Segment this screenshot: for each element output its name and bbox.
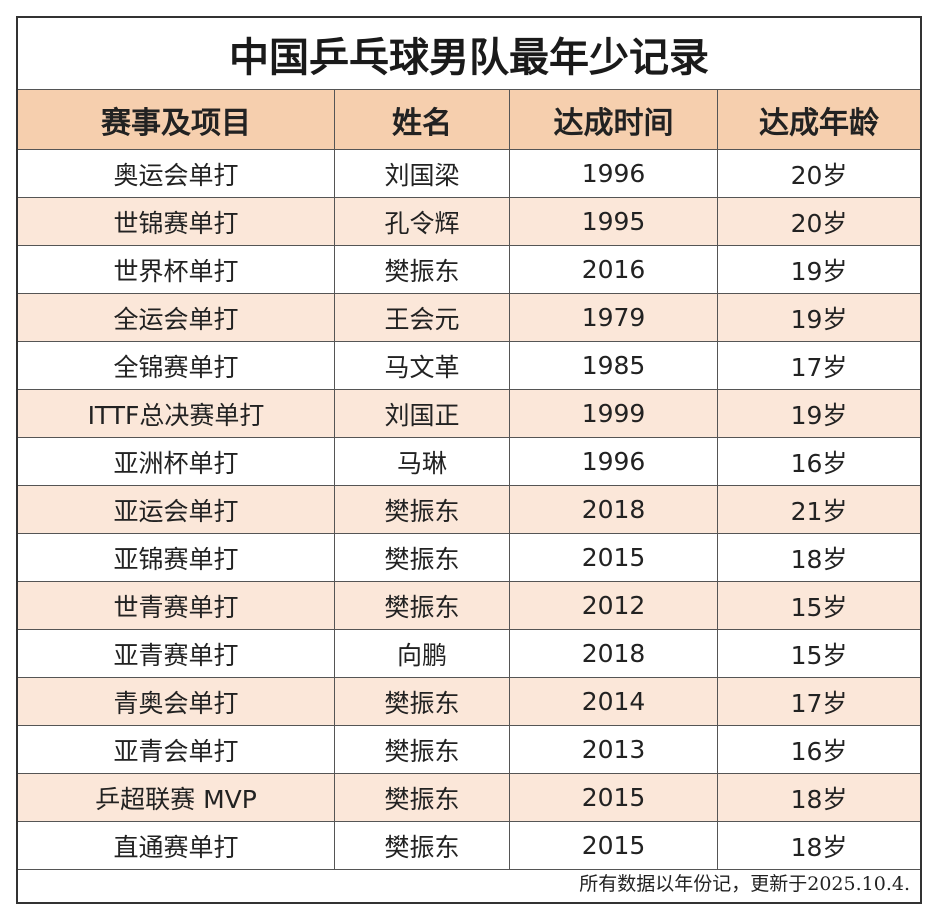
header-cell: 姓名 <box>335 90 510 150</box>
table-cell: 亚锦赛单打 <box>18 534 335 582</box>
table-cell: 樊振东 <box>335 246 510 294</box>
table-cell: 2012 <box>510 582 718 630</box>
table-cell: 向鹏 <box>335 630 510 678</box>
table-cell: 2015 <box>510 534 718 582</box>
table-cell: 19岁 <box>718 246 920 294</box>
table-cell: 16岁 <box>718 726 920 774</box>
table-cell: 樊振东 <box>335 534 510 582</box>
table-cell: 刘国梁 <box>335 150 510 198</box>
table-cell: ITTF总决赛单打 <box>18 390 335 438</box>
table-cell: 2013 <box>510 726 718 774</box>
table-cell: 1996 <box>510 150 718 198</box>
table-cell: 世锦赛单打 <box>18 198 335 246</box>
header-cell: 达成时间 <box>510 90 718 150</box>
table-title: 中国乒乓球男队最年少记录 <box>18 18 920 90</box>
table-cell: 奥运会单打 <box>18 150 335 198</box>
table-cell: 直通赛单打 <box>18 822 335 870</box>
table-cell: 亚青赛单打 <box>18 630 335 678</box>
table-cell: 2018 <box>510 486 718 534</box>
table-cell: 樊振东 <box>335 774 510 822</box>
table-cell: 1995 <box>510 198 718 246</box>
table-cell: 刘国正 <box>335 390 510 438</box>
table-cell: 世界杯单打 <box>18 246 335 294</box>
table-cell: 樊振东 <box>335 582 510 630</box>
table-cell: 17岁 <box>718 342 920 390</box>
table-cell: 亚运会单打 <box>18 486 335 534</box>
table-cell: 21岁 <box>718 486 920 534</box>
table-cell: 世青赛单打 <box>18 582 335 630</box>
table-cell: 19岁 <box>718 390 920 438</box>
table-cell: 1979 <box>510 294 718 342</box>
table-cell: 樊振东 <box>335 486 510 534</box>
table-cell: 亚青会单打 <box>18 726 335 774</box>
table-cell: 20岁 <box>718 150 920 198</box>
table-cell: 15岁 <box>718 582 920 630</box>
table-cell: 2015 <box>510 774 718 822</box>
table-cell: 1996 <box>510 438 718 486</box>
table-cell: 17岁 <box>718 678 920 726</box>
table-cell: 1985 <box>510 342 718 390</box>
table-cell: 2015 <box>510 822 718 870</box>
header-cell: 赛事及项目 <box>18 90 335 150</box>
table-cell: 樊振东 <box>335 726 510 774</box>
table-cell: 马文革 <box>335 342 510 390</box>
table-cell: 马琳 <box>335 438 510 486</box>
table-cell: 2016 <box>510 246 718 294</box>
table-cell: 18岁 <box>718 774 920 822</box>
table-cell: 19岁 <box>718 294 920 342</box>
table-cell: 15岁 <box>718 630 920 678</box>
table-cell: 青奥会单打 <box>18 678 335 726</box>
table-cell: 樊振东 <box>335 822 510 870</box>
table-cell: 孔令辉 <box>335 198 510 246</box>
table-cell: 全锦赛单打 <box>18 342 335 390</box>
table-cell: 王会元 <box>335 294 510 342</box>
table-cell: 2018 <box>510 630 718 678</box>
table-cell: 20岁 <box>718 198 920 246</box>
table-cell: 樊振东 <box>335 678 510 726</box>
table-cell: 18岁 <box>718 534 920 582</box>
footnote: 所有数据以年份记，更新于2025.10.4. <box>579 873 910 895</box>
table-cell: 亚洲杯单打 <box>18 438 335 486</box>
table-cell: 16岁 <box>718 438 920 486</box>
table-cell: 2014 <box>510 678 718 726</box>
table-cell: 1999 <box>510 390 718 438</box>
table-frame: 中国乒乓球男队最年少记录 所有数据以年份记，更新于2025.10.4. 赛事及项… <box>16 16 922 904</box>
table-cell: 全运会单打 <box>18 294 335 342</box>
header-cell: 达成年龄 <box>718 90 920 150</box>
table-cell: 乒超联赛 MVP <box>18 774 335 822</box>
table-cell: 18岁 <box>718 822 920 870</box>
